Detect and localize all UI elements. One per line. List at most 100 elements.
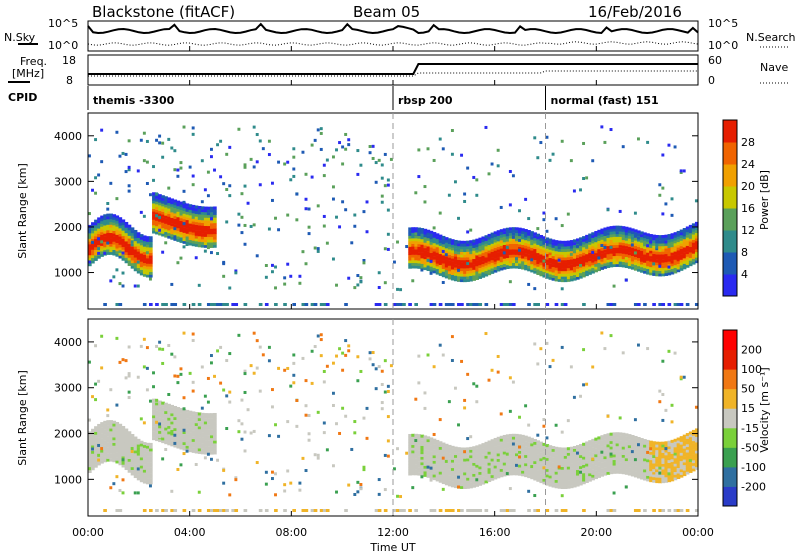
power-cell <box>463 200 466 203</box>
velocity-cell <box>305 404 308 407</box>
power-cell <box>289 178 292 181</box>
velocity-cell <box>579 395 582 398</box>
velocity-cell <box>613 509 617 512</box>
power-cell <box>457 279 460 282</box>
power-cell <box>237 213 240 216</box>
power-cell <box>271 264 274 267</box>
velocity-cell <box>366 437 369 440</box>
power-cell <box>109 182 112 185</box>
power-cell <box>219 175 222 178</box>
power-cell <box>283 303 287 306</box>
power-cell <box>213 228 217 231</box>
power-cell <box>305 303 309 306</box>
power-cell <box>378 286 381 289</box>
velocity-cell <box>542 466 545 469</box>
velocity-cell <box>445 460 448 463</box>
velocity-cell <box>573 396 576 399</box>
velocity-cell <box>289 482 292 485</box>
power-cell <box>143 215 146 218</box>
power-cell <box>661 303 665 306</box>
power-cell <box>451 303 455 306</box>
power-cell <box>256 160 259 163</box>
velocity-cell <box>128 396 131 399</box>
velocity-cell <box>128 345 131 348</box>
power-cell <box>302 151 305 154</box>
velocity-cell <box>207 453 210 456</box>
power-cell <box>671 214 674 217</box>
velocity-cell <box>183 429 186 432</box>
velocity-cell <box>192 390 195 393</box>
velocity-cell <box>420 475 423 478</box>
velocity-cell <box>384 454 387 457</box>
power-cell <box>359 276 362 279</box>
power-cell <box>247 202 250 205</box>
velocity-cell <box>472 382 475 385</box>
velocity-cell <box>417 381 420 384</box>
velocity-cell <box>192 509 196 512</box>
power-cell <box>582 142 585 145</box>
power-cell <box>457 269 460 272</box>
power-cell <box>500 206 503 209</box>
velocity-cell <box>433 433 436 436</box>
power-cell <box>164 303 168 306</box>
velocity-cell <box>533 342 536 345</box>
velocity-cell <box>201 365 204 368</box>
velocity-cell <box>332 392 335 395</box>
power-cell <box>384 281 387 284</box>
power-cell <box>622 145 625 148</box>
velocity-cell <box>317 334 320 337</box>
power-cell <box>454 180 457 183</box>
velocity-cell <box>210 458 213 461</box>
power-cell <box>497 149 500 152</box>
power-cell <box>222 182 225 185</box>
velocity-cell <box>271 405 274 408</box>
power-cell <box>338 225 341 228</box>
power-cell <box>338 141 341 144</box>
power-cell <box>600 125 603 128</box>
power-cell <box>259 139 262 142</box>
sky-label: N.Sky <box>4 31 36 44</box>
power-cell <box>228 194 231 197</box>
power-cell <box>314 303 318 306</box>
power-cell <box>695 199 698 202</box>
velocity-cell <box>661 393 664 396</box>
power-cell <box>661 212 664 215</box>
velocity-cell <box>149 443 153 446</box>
power-cell <box>183 303 187 306</box>
power-cell <box>485 126 488 129</box>
velocity-cell <box>213 438 217 441</box>
velocity-cell <box>308 432 311 435</box>
power-cell <box>265 276 268 279</box>
velocity-cell <box>326 509 330 512</box>
velocity-cell <box>591 365 594 368</box>
power-cell <box>256 254 259 257</box>
velocity-cell <box>109 388 112 391</box>
velocity-cell <box>183 452 186 455</box>
velocity-cell <box>603 347 606 350</box>
velocity-cell <box>173 509 177 512</box>
power-cell <box>509 203 512 206</box>
power-cell <box>610 246 613 249</box>
velocity-cell <box>103 509 107 512</box>
velocity-cell <box>509 487 512 490</box>
velocity-cell <box>478 509 482 512</box>
velocity-cell <box>375 367 378 370</box>
power-cell <box>597 256 600 259</box>
power-cell <box>317 247 320 250</box>
velocity-cell <box>189 372 192 375</box>
power-cell <box>613 285 616 288</box>
velocity-cell <box>561 431 564 434</box>
velocity-cell <box>91 448 94 451</box>
power-cell <box>295 218 298 221</box>
power-cell <box>298 275 301 278</box>
power-cell <box>143 303 147 306</box>
power-cell <box>234 271 237 274</box>
power-cell <box>539 141 542 144</box>
power-cell <box>146 161 149 164</box>
velocity-cell <box>369 351 372 354</box>
power-cell <box>649 241 652 244</box>
velocity-cell <box>137 376 140 379</box>
power-cell <box>631 243 634 246</box>
power-cell <box>106 208 109 211</box>
power-cell <box>475 178 478 181</box>
